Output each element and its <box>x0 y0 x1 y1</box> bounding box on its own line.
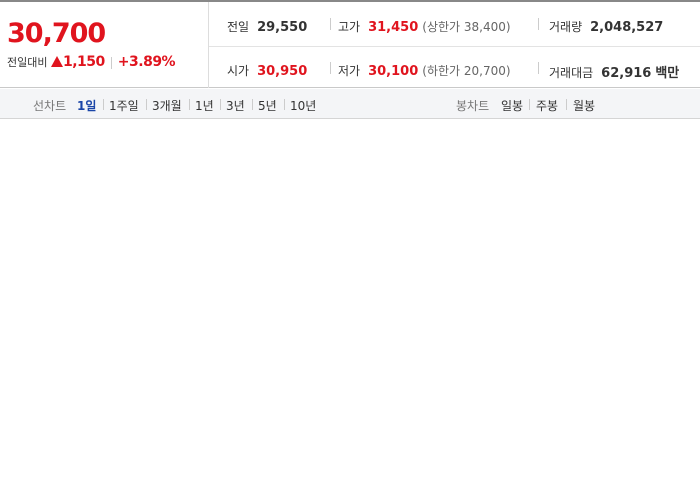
stat-value: 29,550 <box>257 20 308 35</box>
stat-label: 저가 <box>338 64 361 78</box>
stat-value: 62,916 <box>601 66 652 81</box>
period-tab[interactable]: 10년 <box>290 99 317 113</box>
candle-tab[interactable]: 일봉 <box>501 99 524 113</box>
stat: 거래대금 62,916 백만 <box>549 62 679 81</box>
up-arrow: 한국거래소(KRX)31,49030,76430,038 <box>50 56 700 204</box>
candle-tab[interactable]: 월봉 <box>573 99 596 113</box>
stat-label: 고가 <box>338 20 361 34</box>
current-price: 30,700 <box>7 18 106 49</box>
stat-value: 2,048,527 <box>590 20 664 35</box>
period-tab[interactable]: 3개월 <box>152 99 182 113</box>
divider <box>220 99 221 110</box>
chart-source: 한국거래소(KRX) <box>51 66 63 67</box>
toolbar-label: 봉차트 <box>456 99 490 113</box>
divider <box>566 99 567 110</box>
divider <box>252 99 253 110</box>
divider <box>146 99 147 110</box>
stat: 시가 30,950 <box>227 62 307 79</box>
stat-label: 거래량 <box>549 20 583 34</box>
stat-label: 시가 <box>227 64 250 78</box>
change-label: 전일대비 <box>7 56 48 69</box>
toolbar-label: 선차트 <box>33 99 67 113</box>
divider <box>189 99 190 110</box>
period-tab[interactable]: 5년 <box>258 99 277 113</box>
stat-note: (상한가 38,400) <box>422 20 511 34</box>
divider <box>103 99 104 110</box>
change-value: 1,150 <box>62 54 105 70</box>
period-tab[interactable]: 1년 <box>195 99 214 113</box>
stat: 거래량 2,048,527 <box>549 18 663 35</box>
stat-value: 30,950 <box>257 64 308 79</box>
divider <box>529 99 530 110</box>
quote-summary: 30,700 전일대비 한국거래소(KRX)31,49030,76430,038… <box>0 2 700 204</box>
stat-unit: 백만 <box>655 66 680 81</box>
chart <box>0 120 700 268</box>
stat: 고가 31,450 (상한가 38,400) <box>338 18 511 35</box>
period-tab[interactable]: 1일 <box>77 99 97 113</box>
divider <box>284 99 285 110</box>
stat-value: 30,100 <box>368 64 419 79</box>
stat: 저가 30,100 (하한가 20,700) <box>338 62 511 79</box>
chart-toolbar: 선차트 1일 1주일 3개월 1년 3년 5년 10년 봉차트 일봉 주봉 월봉 <box>0 89 700 119</box>
stat-value: 31,450 <box>368 20 419 35</box>
change-rate: +3.89% <box>117 54 176 70</box>
period-tab[interactable]: 3년 <box>226 99 245 113</box>
stat-label: 거래대금 <box>549 66 594 80</box>
candle-tab[interactable]: 주봉 <box>536 99 559 113</box>
stat-note: (하한가 20,700) <box>422 64 511 78</box>
stat: 전일 29,550 <box>227 18 307 35</box>
period-tab[interactable]: 1주일 <box>109 99 139 113</box>
change-row: 전일대비 한국거래소(KRX)31,49030,76430,0381,150 +3… <box>7 54 700 204</box>
stat-label: 전일 <box>227 20 250 34</box>
quote-panel: 30,700 전일대비 한국거래소(KRX)31,49030,76430,038… <box>0 0 700 204</box>
